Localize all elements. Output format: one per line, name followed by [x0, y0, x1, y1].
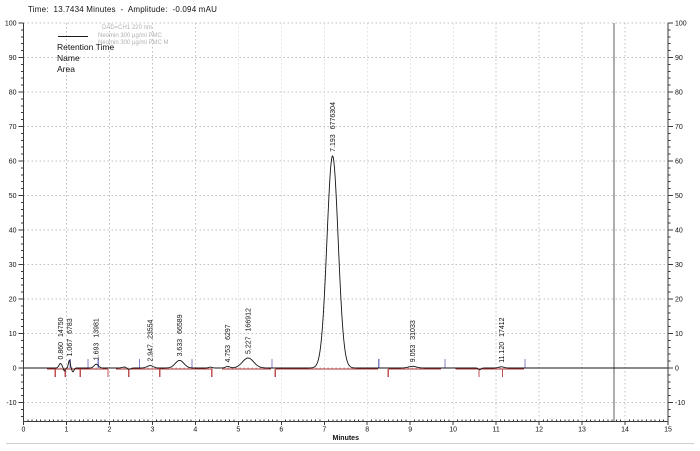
peak-rt-label: 1.067	[67, 339, 74, 357]
y-tick-label-right: 70	[675, 124, 683, 131]
y-tick-label-left: 100	[5, 21, 17, 28]
annotation-headers: Retention Time Name Area	[57, 42, 114, 75]
y-tick-label-left: 30	[9, 262, 17, 269]
x-tick-label: 10	[449, 427, 457, 434]
annotation-area-label: Area	[57, 64, 75, 74]
peak-rt-label: 4.753	[225, 345, 232, 363]
y-tick-label-right: 60	[675, 159, 683, 166]
peak-area-label: 17412	[499, 317, 506, 337]
grid-lines	[23, 22, 668, 422]
y-tick-label-right: 0	[675, 366, 679, 373]
y-tick-label-right: 10	[675, 331, 683, 338]
integration-marks	[47, 359, 526, 377]
x-tick-label: 8	[365, 427, 369, 434]
y-tick-label-left: 90	[9, 55, 17, 62]
peak-rt-label: 2.947	[148, 344, 155, 362]
peak-area-label: 23554	[148, 319, 155, 339]
y-tick-label-right: 80	[675, 90, 683, 97]
x-tick-label: 2	[107, 427, 111, 434]
peak-rt-label: 0.860	[58, 342, 65, 360]
y-tick-label-left: 40	[9, 228, 17, 235]
x-tick-label: 11	[492, 427, 499, 434]
y-tick-label-right: 100	[675, 21, 687, 28]
peak-area-label: 6297	[225, 324, 232, 340]
x-tick-label: 9	[408, 427, 412, 434]
trace-legend: DAD=CH1 220 nm Neomin 300 µg/ml PMC Neom…	[58, 25, 168, 48]
peak-area-label: 13981	[94, 318, 101, 338]
status-bar: Time: 13.7434 Minutes - Amplitude: -0.09…	[28, 5, 218, 14]
y-tick-label-left: 70	[9, 124, 17, 131]
legend-channel-label: DAD=CH1 220 nm	[102, 25, 152, 31]
x-tick-label: 7	[322, 427, 326, 434]
peak-rt-label: 11.120	[499, 342, 506, 363]
annotation-name-label: Name	[57, 53, 80, 63]
peak-rt-label: 9.053	[410, 345, 417, 363]
peak-rt-label: 3.633	[177, 339, 184, 357]
x-tick-label: 13	[578, 427, 586, 434]
y-tick-label-left: 0	[13, 366, 17, 373]
y-tick-label-right: 20	[675, 297, 683, 304]
x-tick-label: 6	[279, 427, 283, 434]
peak-area-label: 6783	[67, 318, 74, 334]
axes	[18, 22, 673, 425]
legend-sample-label-2: Neomin 300 µg/ml PMC M	[98, 40, 169, 46]
peak-area-label: 31033	[410, 320, 417, 340]
x-axis-title: Minutes	[333, 435, 360, 442]
y-tick-label-left: 10	[9, 331, 17, 338]
peak-area-label: 66589	[177, 314, 184, 334]
y-tick-label-right: 30	[675, 262, 683, 269]
legend-sample-label-1: Neomin 300 µg/ml PMC	[98, 32, 162, 39]
peak-area-label: 6776304	[330, 102, 337, 129]
y-tick-label-left: 50	[9, 193, 17, 200]
y-tick-label-left: -10	[6, 400, 16, 407]
x-tick-label: 14	[621, 427, 629, 434]
y-tick-label-left: 60	[9, 159, 17, 166]
chromatogram-trace	[23, 155, 668, 373]
x-tick-label: 12	[535, 427, 543, 434]
y-tick-label-right: 90	[675, 55, 683, 62]
y-tick-label-left: 20	[9, 297, 17, 304]
x-tick-label: 15	[664, 427, 672, 434]
annotation-retention-time-label: Retention Time	[57, 42, 115, 52]
peak-rt-label: 5.227	[246, 336, 253, 354]
peak-area-label: 166912	[246, 308, 253, 331]
trace-color-swatch	[58, 35, 88, 37]
y-tick-label-left: 80	[9, 90, 17, 97]
x-tick-label: 0	[22, 427, 26, 434]
y-tick-label-right: 50	[675, 193, 683, 200]
x-tick-label: 1	[65, 427, 69, 434]
x-tick-label: 4	[193, 427, 197, 434]
peak-area-label: 14750	[58, 317, 65, 337]
x-tick-label: 5	[236, 427, 240, 434]
y-tick-label-right: 40	[675, 228, 683, 235]
x-tick-label: 3	[150, 427, 154, 434]
peak-rt-label: 7.193	[330, 134, 337, 152]
peak-rt-label: 1.693	[94, 343, 101, 361]
y-tick-label-right: -10	[675, 400, 685, 407]
